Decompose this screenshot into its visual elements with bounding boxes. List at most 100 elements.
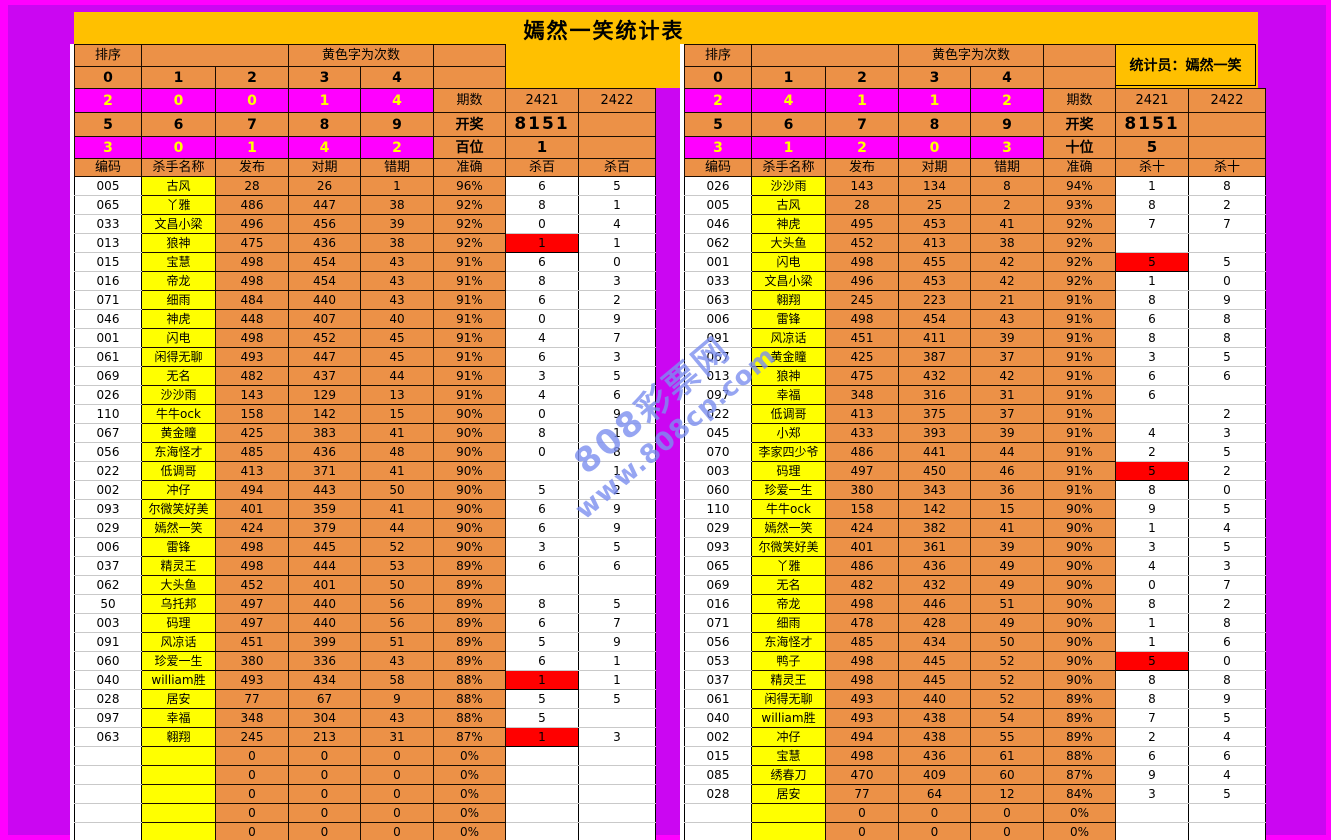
accuracy-cell: 89% [1043, 727, 1116, 747]
killer-name-cell [141, 803, 216, 823]
hit-cell: 436 [898, 556, 971, 576]
kill-digit-cell-1 [505, 461, 579, 481]
published-cell: 0 [825, 803, 899, 823]
kill-digit-cell-1: 1 [1115, 271, 1189, 291]
code-cell: 040 [74, 670, 142, 690]
digit-cell: 8 [288, 112, 361, 137]
digit-cell: 1 [141, 66, 216, 89]
hit-cell: 142 [288, 404, 361, 424]
miss-cell: 52 [970, 651, 1044, 671]
kill-digit-cell-2: 3 [1188, 556, 1266, 576]
kill-digit-cell-2: 0 [1188, 480, 1266, 500]
miss-cell: 42 [970, 252, 1044, 272]
accuracy-cell: 91% [433, 271, 506, 291]
published-cell: 497 [825, 461, 899, 481]
kill-digit-cell-2: 6 [1188, 746, 1266, 766]
published-cell: 348 [825, 385, 899, 405]
kill-digit-cell-1: 0 [505, 404, 579, 424]
published-cell: 401 [825, 537, 899, 557]
hit-cell: 401 [288, 575, 361, 595]
killer-name-cell: 冲仔 [751, 727, 826, 747]
accuracy-cell: 84% [1043, 784, 1116, 804]
kill-digit-cell-1: 3 [505, 537, 579, 557]
position-label: 十位 [1043, 136, 1116, 159]
accuracy-cell: 88% [433, 689, 506, 709]
digit-cell: 5 [684, 112, 752, 137]
code-cell: 045 [684, 423, 752, 443]
accuracy-cell: 87% [433, 727, 506, 747]
miss-cell: 37 [970, 404, 1044, 424]
accuracy-cell: 89% [1043, 708, 1116, 728]
kill-digit-cell-1: 8 [1115, 328, 1189, 348]
code-cell: 001 [74, 328, 142, 348]
published-cell: 498 [215, 537, 289, 557]
kill-digit-cell-2 [1188, 803, 1266, 823]
kill-digit-cell-2: 9 [578, 404, 656, 424]
period-value: 2422 [578, 88, 656, 113]
statistician-label: 统计员：嫣然一笑 [1115, 44, 1256, 86]
code-cell: 061 [74, 347, 142, 367]
kill-digit-cell-1: 5 [505, 689, 579, 709]
kill-digit-cell-2: 9 [1188, 290, 1266, 310]
code-cell: 061 [684, 689, 752, 709]
hit-cell: 434 [288, 670, 361, 690]
kill-digit-cell-1 [1115, 233, 1189, 253]
code-cell: 003 [684, 461, 752, 481]
position-value: 5 [1115, 136, 1189, 159]
kill-digit-cell-1: 6 [505, 613, 579, 633]
code-cell [74, 765, 142, 785]
code-cell: 037 [684, 670, 752, 690]
killer-name-cell: 无名 [751, 575, 826, 595]
killer-name-cell: 沙沙雨 [751, 176, 826, 196]
accuracy-cell: 90% [433, 537, 506, 557]
code-cell: 067 [74, 423, 142, 443]
code-cell: 026 [74, 385, 142, 405]
code-cell: 110 [74, 404, 142, 424]
killer-name-cell: 冲仔 [141, 480, 216, 500]
miss-cell: 0 [360, 765, 434, 785]
accuracy-cell: 91% [1043, 404, 1116, 424]
accuracy-cell: 94% [1043, 176, 1116, 196]
killer-name-cell: 李家四少爷 [751, 442, 826, 462]
kill-digit-cell-1: 6 [1115, 746, 1189, 766]
kill-digit-cell-1: 8 [1115, 480, 1189, 500]
kill-digit-cell-1: 1 [1115, 176, 1189, 196]
miss-cell: 8 [970, 176, 1044, 196]
kill-digit-cell-1 [1115, 803, 1189, 823]
code-cell: 005 [74, 176, 142, 196]
published-cell: 485 [215, 442, 289, 462]
kill-digit-cell-1: 1 [505, 233, 579, 253]
killer-name-cell: 雷锋 [141, 537, 216, 557]
miss-cell: 45 [360, 328, 434, 348]
kill-digit-cell-1: 1 [505, 727, 579, 747]
count-cell: 2 [825, 136, 899, 159]
killer-name-cell [751, 822, 826, 840]
kill-digit-cell-2: 4 [1188, 518, 1266, 538]
miss-cell: 0 [360, 803, 434, 823]
code-cell: 060 [684, 480, 752, 500]
accuracy-cell: 90% [1043, 651, 1116, 671]
digit-cell: 4 [970, 66, 1044, 89]
kill-digit-cell-2: 2 [578, 480, 656, 500]
code-cell: 002 [74, 480, 142, 500]
code-cell: 060 [74, 651, 142, 671]
published-cell: 143 [215, 385, 289, 405]
code-cell: 097 [74, 708, 142, 728]
hit-cell: 436 [288, 233, 361, 253]
blank-header-cell [141, 44, 289, 67]
published-cell: 348 [215, 708, 289, 728]
killer-name-cell: 绣春刀 [751, 765, 826, 785]
period-value: 2422 [1188, 88, 1266, 113]
accuracy-cell: 92% [433, 195, 506, 215]
hit-cell: 0 [288, 765, 361, 785]
accuracy-cell: 91% [1043, 461, 1116, 481]
miss-cell: 36 [970, 480, 1044, 500]
killer-name-cell: 宝慧 [141, 252, 216, 272]
accuracy-cell: 90% [1043, 575, 1116, 595]
hit-cell: 456 [288, 214, 361, 234]
accuracy-cell: 88% [433, 708, 506, 728]
digit-cell: 6 [751, 112, 826, 137]
miss-cell: 43 [360, 708, 434, 728]
killer-name-cell: 精灵王 [751, 670, 826, 690]
code-cell: 001 [684, 252, 752, 272]
